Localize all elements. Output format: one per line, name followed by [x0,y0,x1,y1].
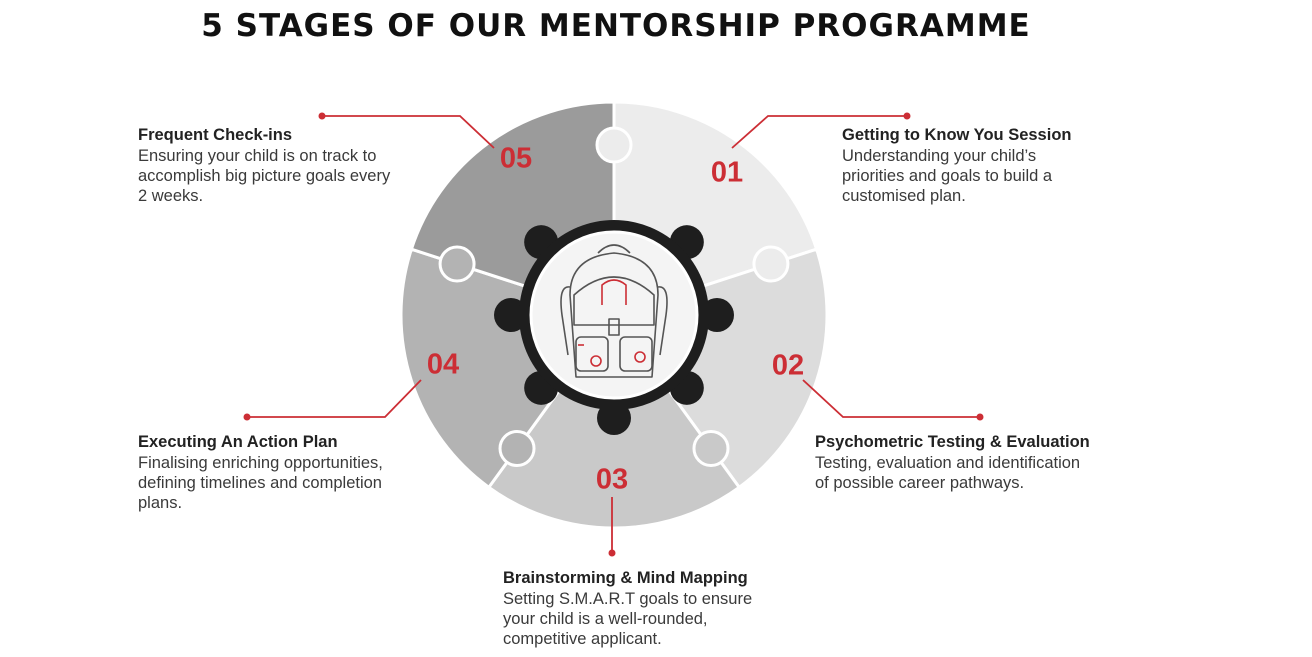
stage-number-05: 05 [500,143,532,175]
puzzle-knob [595,126,633,164]
stage-description-line: of possible career pathways. [815,474,1025,492]
puzzle-knob [752,245,790,283]
stage-04-description: Executing An Action Plan Finalising enric… [138,432,383,513]
stage-03-description: Brainstorming & Mind Mapping Setting S.M.… [503,568,752,649]
connector-dot [318,112,326,120]
backpack-icon [560,244,668,378]
connector-dot [903,112,911,120]
stage-02-description: Psychometric Testing & Evaluation Testing… [815,432,1090,493]
hub-disk [529,230,699,400]
puzzle-knob [498,429,536,467]
puzzle-knob [692,429,730,467]
connector-line-02 [802,379,980,418]
stage-description-line: plans. [138,494,183,512]
connector-dot [608,549,616,557]
stage-description-line: Understanding your child’s [842,147,1037,165]
connector-line-01 [731,115,907,149]
stage-description-line: priorities and goals to build a [842,167,1053,185]
stage-description-line: customised plan. [842,187,966,205]
stage-description-line: 2 weeks. [138,187,204,205]
stage-title: Frequent Check-ins [138,126,293,144]
stage-01-description: Getting to Know You Session Understanding… [842,125,1071,206]
stage-description-line: Setting S.M.A.R.T goals to ensure [503,590,753,608]
stage-description-line: competitive applicant. [503,630,662,648]
stage-description-line: Ensuring your child is on track to [138,147,377,165]
connector-dot [976,413,984,421]
stage-number-04: 04 [427,349,459,381]
stage-number-02: 02 [772,350,804,382]
stage-description-line: defining timelines and completion [138,474,382,492]
center-hub [494,220,734,435]
stage-title: Brainstorming & Mind Mapping [503,569,748,587]
connector-dot [243,413,251,421]
stage-number-01: 01 [711,157,743,189]
stage-description-line: Testing, evaluation and identification [815,454,1081,472]
stage-05-description: Frequent Check-ins Ensuring your child is… [138,125,390,206]
page-title: 5 STAGES OF OUR MENTORSHIP PROGRAMME [201,8,1031,44]
stage-title: Executing An Action Plan [138,433,338,451]
connector-line-04 [247,379,422,418]
stage-number-03: 03 [596,464,628,496]
stage-description-line: accomplish big picture goals every [138,167,391,185]
connector-line-05 [322,115,495,149]
stage-title: Getting to Know You Session [842,126,1072,144]
puzzle-knob [438,245,476,283]
stage-title: Psychometric Testing & Evaluation [815,433,1090,451]
stage-description-line: your child is a well-rounded, [503,610,708,628]
stage-description-line: Finalising enriching opportunities, [138,454,383,472]
